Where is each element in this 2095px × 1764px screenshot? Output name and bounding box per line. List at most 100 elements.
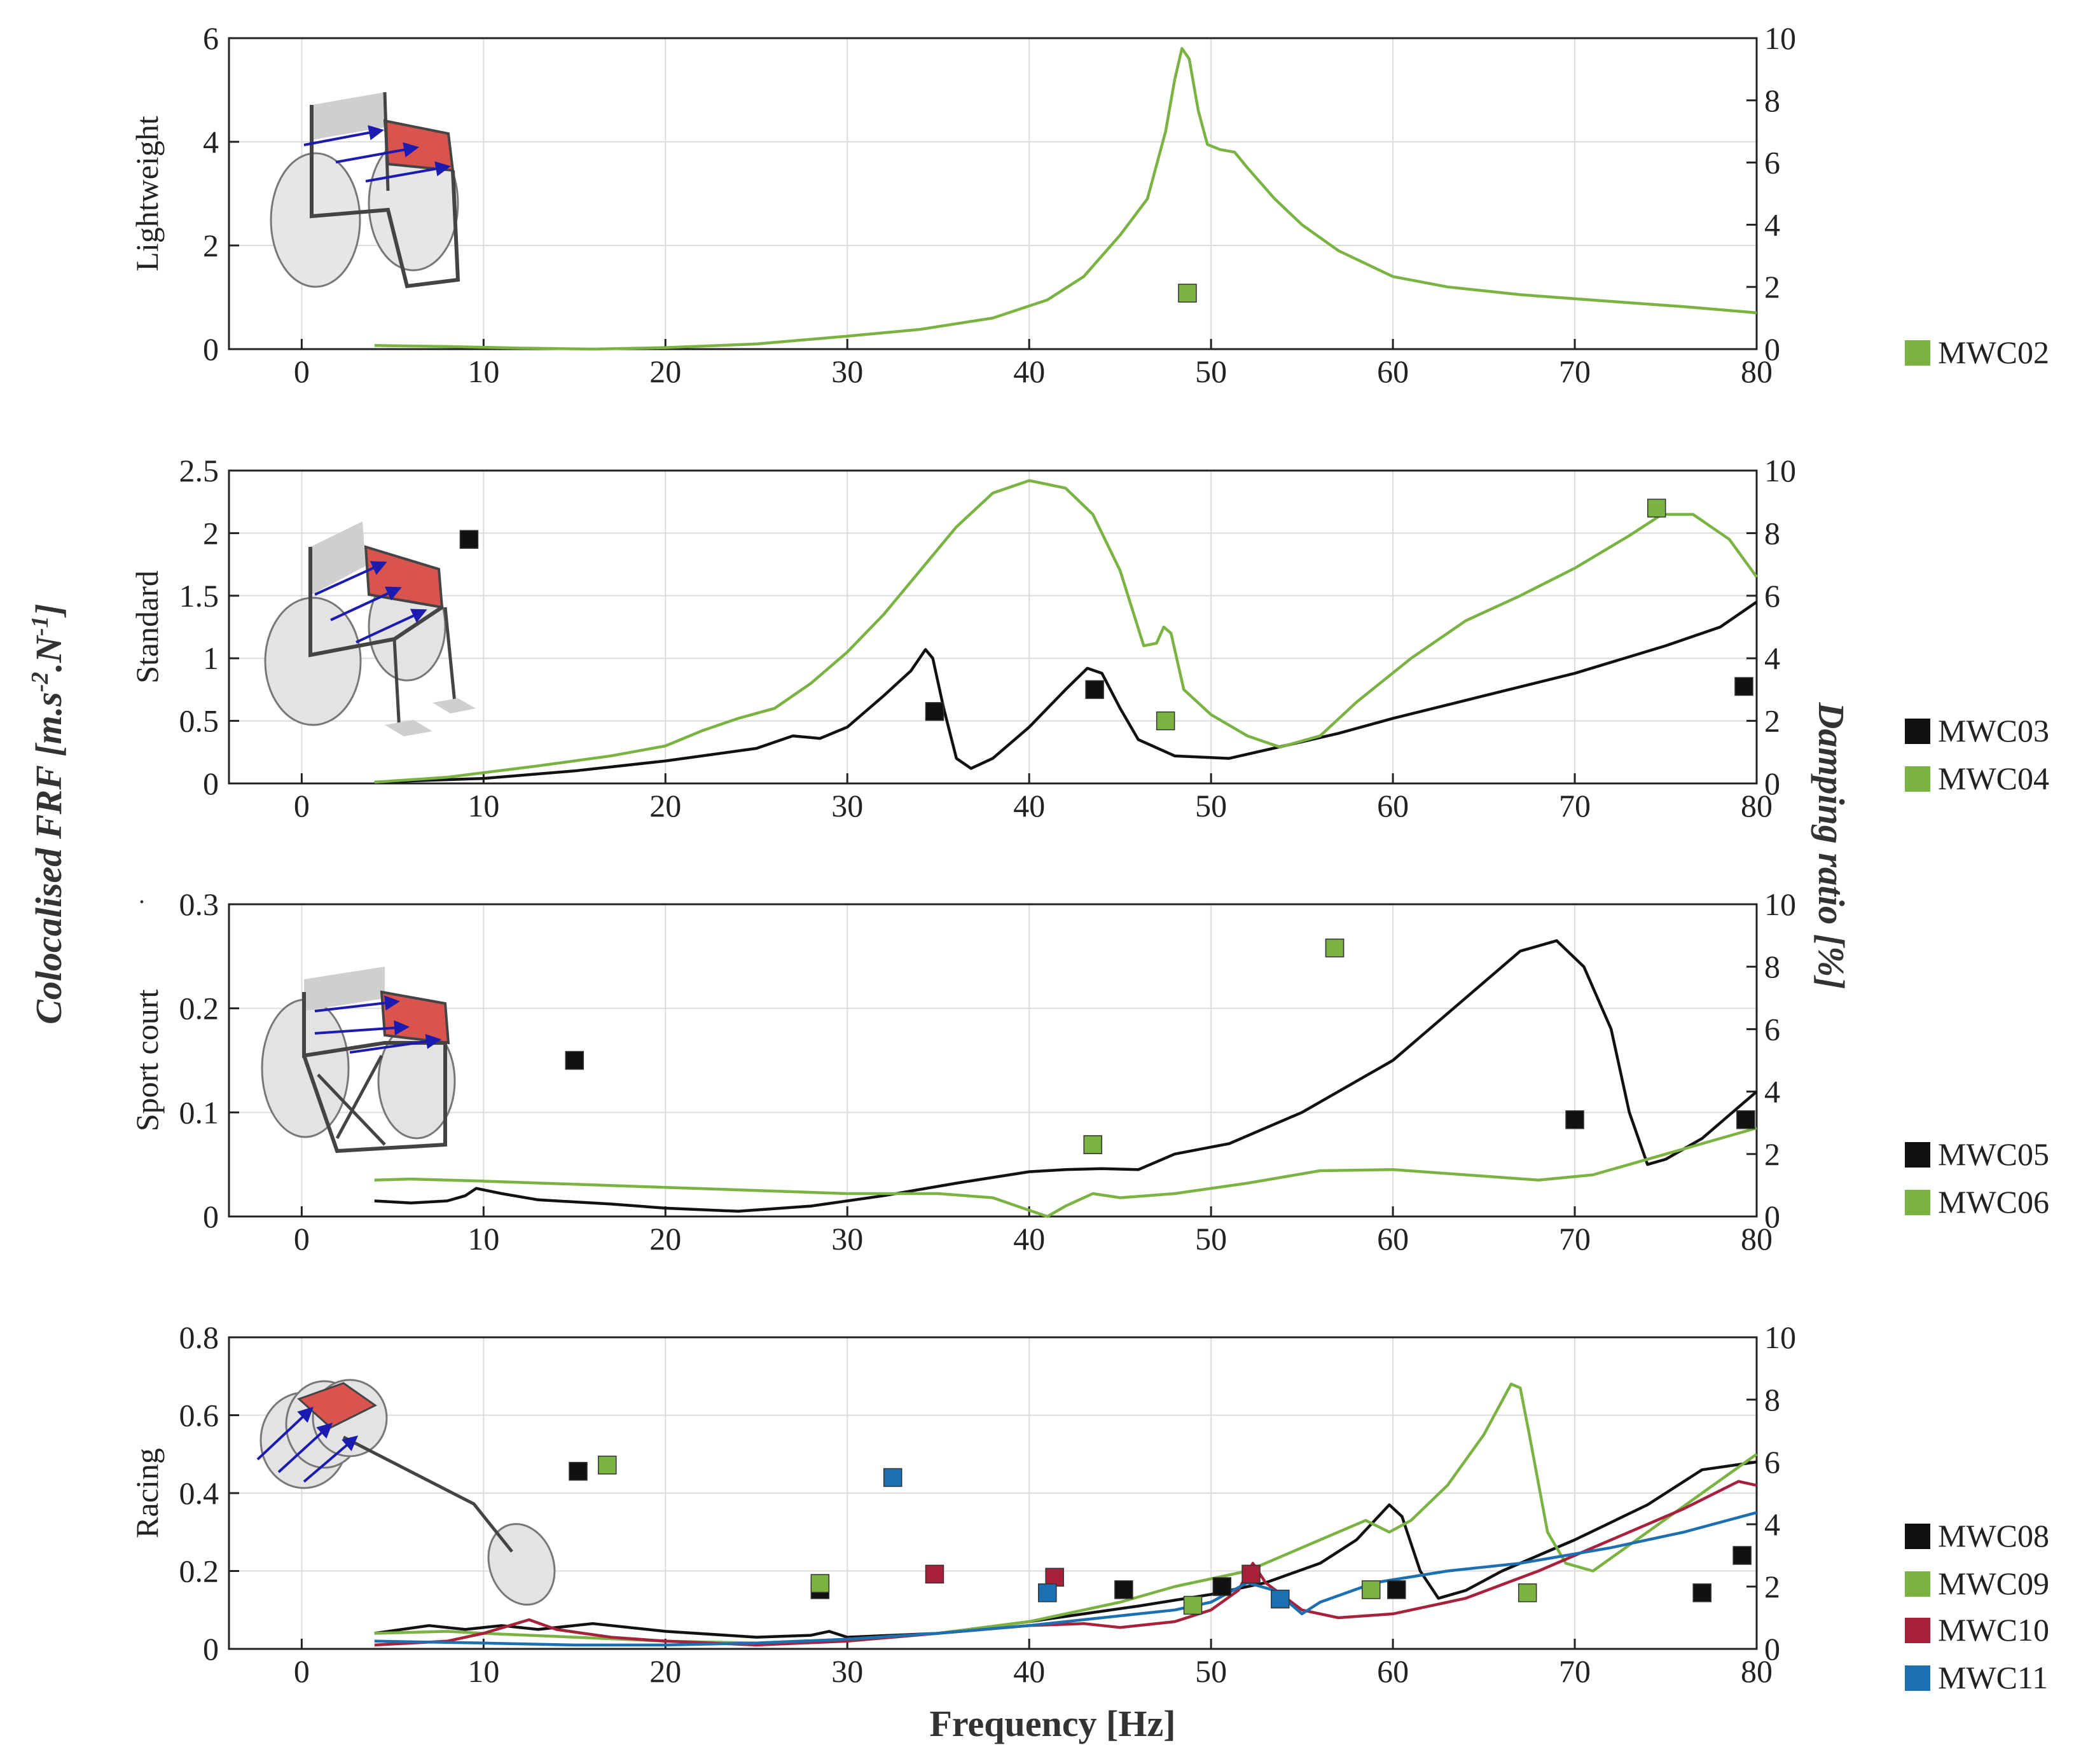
damping-marker-mwc03 — [459, 530, 479, 549]
figure-ylabel-right: Damping ratio [%] — [1811, 701, 1852, 989]
y-tick-label: 0 — [203, 1199, 219, 1234]
wheelchair-racing-illustration — [256, 1379, 556, 1606]
x-tick-label: 70 — [1559, 788, 1591, 823]
series-line-mwc10 — [374, 1480, 1757, 1647]
legend-swatch-mwc05 — [1905, 1142, 1930, 1168]
series-line-mwc09 — [374, 1382, 1758, 1645]
x-tick-label: 60 — [1377, 1221, 1409, 1257]
panel-label: Lightweight — [129, 116, 165, 272]
y-tick-label: 4 — [203, 124, 219, 160]
panels-group: 0 10 20 30 40 50 60 70 8002460246810Lightweight0… — [129, 20, 1796, 1689]
x-tick-label: 80 — [1741, 354, 1773, 389]
legend-swatch-mwc04 — [1905, 766, 1930, 792]
panel-label: Standard — [129, 570, 165, 684]
damping-marker-mwc08 — [1732, 1546, 1752, 1565]
panel-2: 0 10 20 30 40 50 60 70 8000.10.20.30246810Sport … — [129, 886, 1796, 1257]
damping-marker-mwc09 — [810, 1574, 830, 1593]
y-tick-label: 2.5 — [179, 453, 219, 488]
damping-marker-mwc10 — [1045, 1568, 1064, 1587]
y2-tick-label: 8 — [1764, 949, 1780, 984]
y-tick-label: 0 — [203, 331, 219, 367]
legend-label-mwc04: MWC04 — [1938, 761, 2049, 796]
y2-tick-label: 8 — [1764, 515, 1780, 551]
x-tick-label: 60 — [1377, 1653, 1409, 1689]
wheelchair-standard-illustration — [264, 521, 476, 736]
legends-group: MWC02 MWC03 MWC04 MWC05 MWC06 MWC08 MWC09 MWC10… — [1905, 334, 2049, 1695]
y2-tick-label: 8 — [1764, 83, 1780, 118]
y2-tick-label: 0 — [1764, 331, 1780, 367]
damping-marker-mwc08 — [1692, 1583, 1711, 1602]
damping-marker-mwc09 — [1518, 1583, 1537, 1602]
x-tick-label: 10 — [467, 1221, 499, 1257]
damping-marker-mwc09 — [1183, 1595, 1203, 1615]
damping-marker-mwc11 — [1271, 1589, 1290, 1609]
legend-label-mwc05: MWC05 — [1938, 1136, 2049, 1172]
x-tick-label: 60 — [1377, 354, 1409, 389]
figure-ylabel-left: Colocalised FRF [m.s-2.N-1] — [27, 603, 69, 1024]
y2-tick-label: 4 — [1764, 207, 1780, 242]
y-tick-label: 0.2 — [179, 991, 219, 1026]
damping-marker-mwc04 — [1647, 499, 1666, 518]
y2-tick-label: 4 — [1764, 640, 1780, 676]
y-tick-label: 1.5 — [179, 578, 219, 614]
x-tick-label: 50 — [1195, 1221, 1227, 1257]
ylabel-left-mid: .N — [28, 635, 69, 672]
x-tick-label: 30 — [831, 1653, 863, 1689]
x-tick-label: 70 — [1559, 354, 1591, 389]
y2-tick-label: 10 — [1764, 1320, 1796, 1355]
y2-tick-label: 2 — [1764, 1136, 1780, 1172]
x-tick-label: 20 — [649, 354, 681, 389]
y2-tick-label: 6 — [1764, 1011, 1780, 1047]
y-tick-label: 2 — [203, 515, 219, 551]
damping-marker-mwc05 — [1736, 1110, 1755, 1129]
x-tick-label: 50 — [1195, 354, 1227, 389]
legend-label-mwc03: MWC03 — [1938, 713, 2049, 748]
y2-tick-label: 2 — [1764, 1569, 1780, 1604]
y2-tick-label: 4 — [1764, 1506, 1780, 1542]
x-tick-label: 80 — [1741, 1653, 1773, 1689]
damping-marker-mwc08 — [1114, 1580, 1133, 1599]
y2-tick-label: 8 — [1764, 1382, 1780, 1417]
damping-marker-mwc06 — [1325, 938, 1345, 958]
y2-tick-label: 10 — [1764, 20, 1796, 56]
x-tick-label: 40 — [1013, 1221, 1045, 1257]
legend-swatch-mwc06 — [1905, 1190, 1930, 1215]
x-tick-label: 40 — [1013, 354, 1045, 389]
panel-1: 0 10 20 30 40 50 60 70 8000.511.522.50246810Stan… — [129, 453, 1796, 823]
x-tick-label: 40 — [1013, 788, 1045, 823]
ylabel-left-main: Colocalised FRF [m.s — [28, 692, 69, 1024]
legend-swatch-mwc03 — [1905, 719, 1930, 744]
y-tick-label: 1 — [203, 640, 219, 676]
x-tick-label: 10 — [467, 354, 499, 389]
x-tick-label: 20 — [649, 1653, 681, 1689]
legend-swatch-mwc11 — [1905, 1665, 1930, 1691]
wheelchair-sport-court-illustration — [261, 967, 456, 1154]
y2-tick-label: 10 — [1764, 453, 1796, 488]
damping-marker-mwc09 — [1362, 1580, 1381, 1599]
damping-marker-mwc03 — [1085, 680, 1104, 699]
damping-marker-mwc08 — [569, 1461, 588, 1481]
x-tick-label: 60 — [1377, 788, 1409, 823]
y-tick-label: 6 — [203, 20, 219, 56]
y2-tick-label: 0 — [1764, 766, 1780, 801]
x-tick-label: 80 — [1741, 1221, 1773, 1257]
damping-marker-mwc10 — [1241, 1564, 1261, 1584]
x-tick-label: 70 — [1559, 1221, 1591, 1257]
x-tick-label: 0 — [294, 1653, 310, 1689]
x-tick-label: 20 — [649, 788, 681, 823]
x-tick-label: 20 — [649, 1221, 681, 1257]
x-tick-label: 0 — [294, 1221, 310, 1257]
legend-swatch-mwc08 — [1905, 1524, 1930, 1549]
panel-label: Sport court — [129, 989, 165, 1132]
axes-frame — [228, 469, 1758, 785]
damping-marker-mwc02 — [1178, 284, 1197, 303]
y-tick-label: 0.6 — [179, 1398, 219, 1433]
axes-frame — [228, 903, 1758, 1218]
legend-label-mwc10: MWC10 — [1938, 1612, 2049, 1648]
legend-swatch-mwc10 — [1905, 1618, 1930, 1643]
legend-swatch-mwc09 — [1905, 1571, 1930, 1597]
legend-swatch-mwc02 — [1905, 340, 1930, 366]
y-tick-label: 0 — [203, 766, 219, 801]
